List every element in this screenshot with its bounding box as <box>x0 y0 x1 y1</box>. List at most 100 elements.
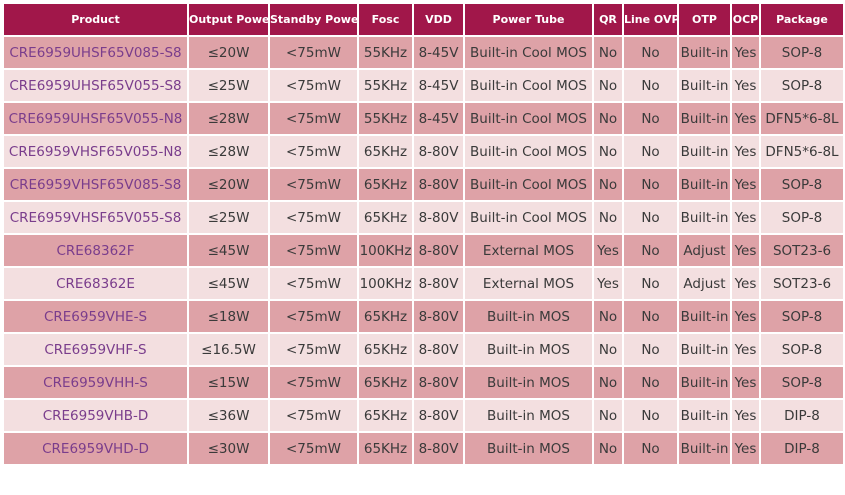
table-cell: No <box>592 431 624 466</box>
table-cell: 65KHz <box>357 200 414 235</box>
table-cell: <75mW <box>268 431 359 466</box>
table-cell: No <box>622 266 679 301</box>
table-cell: Yes <box>730 398 761 433</box>
table-cell: SOP-8 <box>759 332 845 367</box>
table-cell: Built-in Cool MOS <box>463 68 594 103</box>
table-cell: 8-80V <box>412 167 465 202</box>
table-cell: No <box>592 35 624 70</box>
table-cell: Yes <box>730 332 761 367</box>
table-cell: No <box>592 332 624 367</box>
product-cell: CRE6959VHD-D <box>2 431 189 466</box>
table-cell: 55KHz <box>357 101 414 136</box>
table-cell: Yes <box>730 266 761 301</box>
table-cell: 65KHz <box>357 332 414 367</box>
table-cell: ≤15W <box>187 365 270 400</box>
table-cell: No <box>592 398 624 433</box>
header-cell: Power Tube <box>463 2 594 37</box>
header-cell: Line OVP <box>622 2 679 37</box>
table-cell: ≤20W <box>187 167 270 202</box>
product-cell: CRE6959VHF-S <box>2 332 189 367</box>
table-cell: Yes <box>730 35 761 70</box>
table-cell: Yes <box>730 200 761 235</box>
table-cell: 8-80V <box>412 266 465 301</box>
table-row: CRE68362E ≤45W <75mW 100KHz 8-80V External MO… <box>2 266 845 301</box>
table-cell: ≤30W <box>187 431 270 466</box>
table-cell: No <box>592 101 624 136</box>
table-cell: Adjust <box>677 266 732 301</box>
table-cell: <75mW <box>268 134 359 169</box>
table-cell: Yes <box>592 233 624 268</box>
table-cell: Built-in Cool MOS <box>463 35 594 70</box>
table-cell: <75mW <box>268 68 359 103</box>
table-cell: Built-in <box>677 299 732 334</box>
header-cell: OTP <box>677 2 732 37</box>
header-cell: OCP <box>730 2 761 37</box>
table-cell: SOP-8 <box>759 299 845 334</box>
table-cell: <75mW <box>268 332 359 367</box>
table-cell: Built-in <box>677 431 732 466</box>
table-cell: Built-in <box>677 167 732 202</box>
table-cell: 8-80V <box>412 200 465 235</box>
table-cell: Yes <box>730 233 761 268</box>
product-cell: CRE68362F <box>2 233 189 268</box>
table-cell: <75mW <box>268 365 359 400</box>
table-cell: 100KHz <box>357 233 414 268</box>
table-cell: No <box>592 68 624 103</box>
table-cell: 8-80V <box>412 431 465 466</box>
header-cell: Package <box>759 2 845 37</box>
table-cell: Built-in <box>677 398 732 433</box>
product-table: Product Output Power Standby Power Fosc VDD P… <box>2 2 845 466</box>
table-cell: No <box>622 101 679 136</box>
table-cell: No <box>622 299 679 334</box>
table-cell: SOP-8 <box>759 200 845 235</box>
table-cell: No <box>622 68 679 103</box>
table-cell: Yes <box>592 266 624 301</box>
table-cell: Built-in Cool MOS <box>463 167 594 202</box>
table-cell: No <box>622 398 679 433</box>
product-cell: CRE6959VHSF65V085-S8 <box>2 167 189 202</box>
table-cell: <75mW <box>268 299 359 334</box>
table-cell: 8-80V <box>412 332 465 367</box>
table-cell: No <box>622 35 679 70</box>
product-cell: CRE6959UHSF65V055-S8 <box>2 68 189 103</box>
table-cell: ≤20W <box>187 35 270 70</box>
table-row: CRE6959VHF-S ≤16.5W <75mW 65KHz 8-80V Built-i… <box>2 332 845 367</box>
table-cell: DIP-8 <box>759 431 845 466</box>
table-cell: 8-80V <box>412 233 465 268</box>
table-cell: SOT23-6 <box>759 233 845 268</box>
table-cell: ≤28W <box>187 101 270 136</box>
table-cell: ≤45W <box>187 233 270 268</box>
table-cell: Built-in <box>677 134 732 169</box>
table-cell: 65KHz <box>357 167 414 202</box>
table-cell: Built-in <box>677 365 732 400</box>
table-cell: No <box>622 365 679 400</box>
table-cell: 8-80V <box>412 134 465 169</box>
product-cell: CRE6959UHSF65V085-S8 <box>2 35 189 70</box>
table-cell: Built-in <box>677 200 732 235</box>
table-cell: Built-in MOS <box>463 332 594 367</box>
header-cell: Fosc <box>357 2 414 37</box>
table-cell: 55KHz <box>357 35 414 70</box>
table-cell: Adjust <box>677 233 732 268</box>
table-cell: No <box>622 332 679 367</box>
table-cell: ≤16.5W <box>187 332 270 367</box>
table-cell: 8-45V <box>412 101 465 136</box>
table-cell: <75mW <box>268 35 359 70</box>
table-cell: Yes <box>730 365 761 400</box>
table-cell: SOP-8 <box>759 167 845 202</box>
table-cell: <75mW <box>268 167 359 202</box>
table-cell: Built-in Cool MOS <box>463 134 594 169</box>
table-cell: DFN5*6-8L <box>759 101 845 136</box>
table-cell: DIP-8 <box>759 398 845 433</box>
table-cell: No <box>592 167 624 202</box>
table-row: CRE6959VHSF65V055-N8 ≤28W <75mW 65KHz 8-80V B… <box>2 134 845 169</box>
table-cell: External MOS <box>463 233 594 268</box>
header-cell: VDD <box>412 2 465 37</box>
table-row: CRE6959UHSF65V055-S8 ≤25W <75mW 55KHz 8-45V B… <box>2 68 845 103</box>
table-cell: 8-80V <box>412 299 465 334</box>
table-cell: ≤25W <box>187 68 270 103</box>
table-cell: <75mW <box>268 233 359 268</box>
header-row: Product Output Power Standby Power Fosc VDD P… <box>2 2 845 37</box>
table-cell: Yes <box>730 167 761 202</box>
